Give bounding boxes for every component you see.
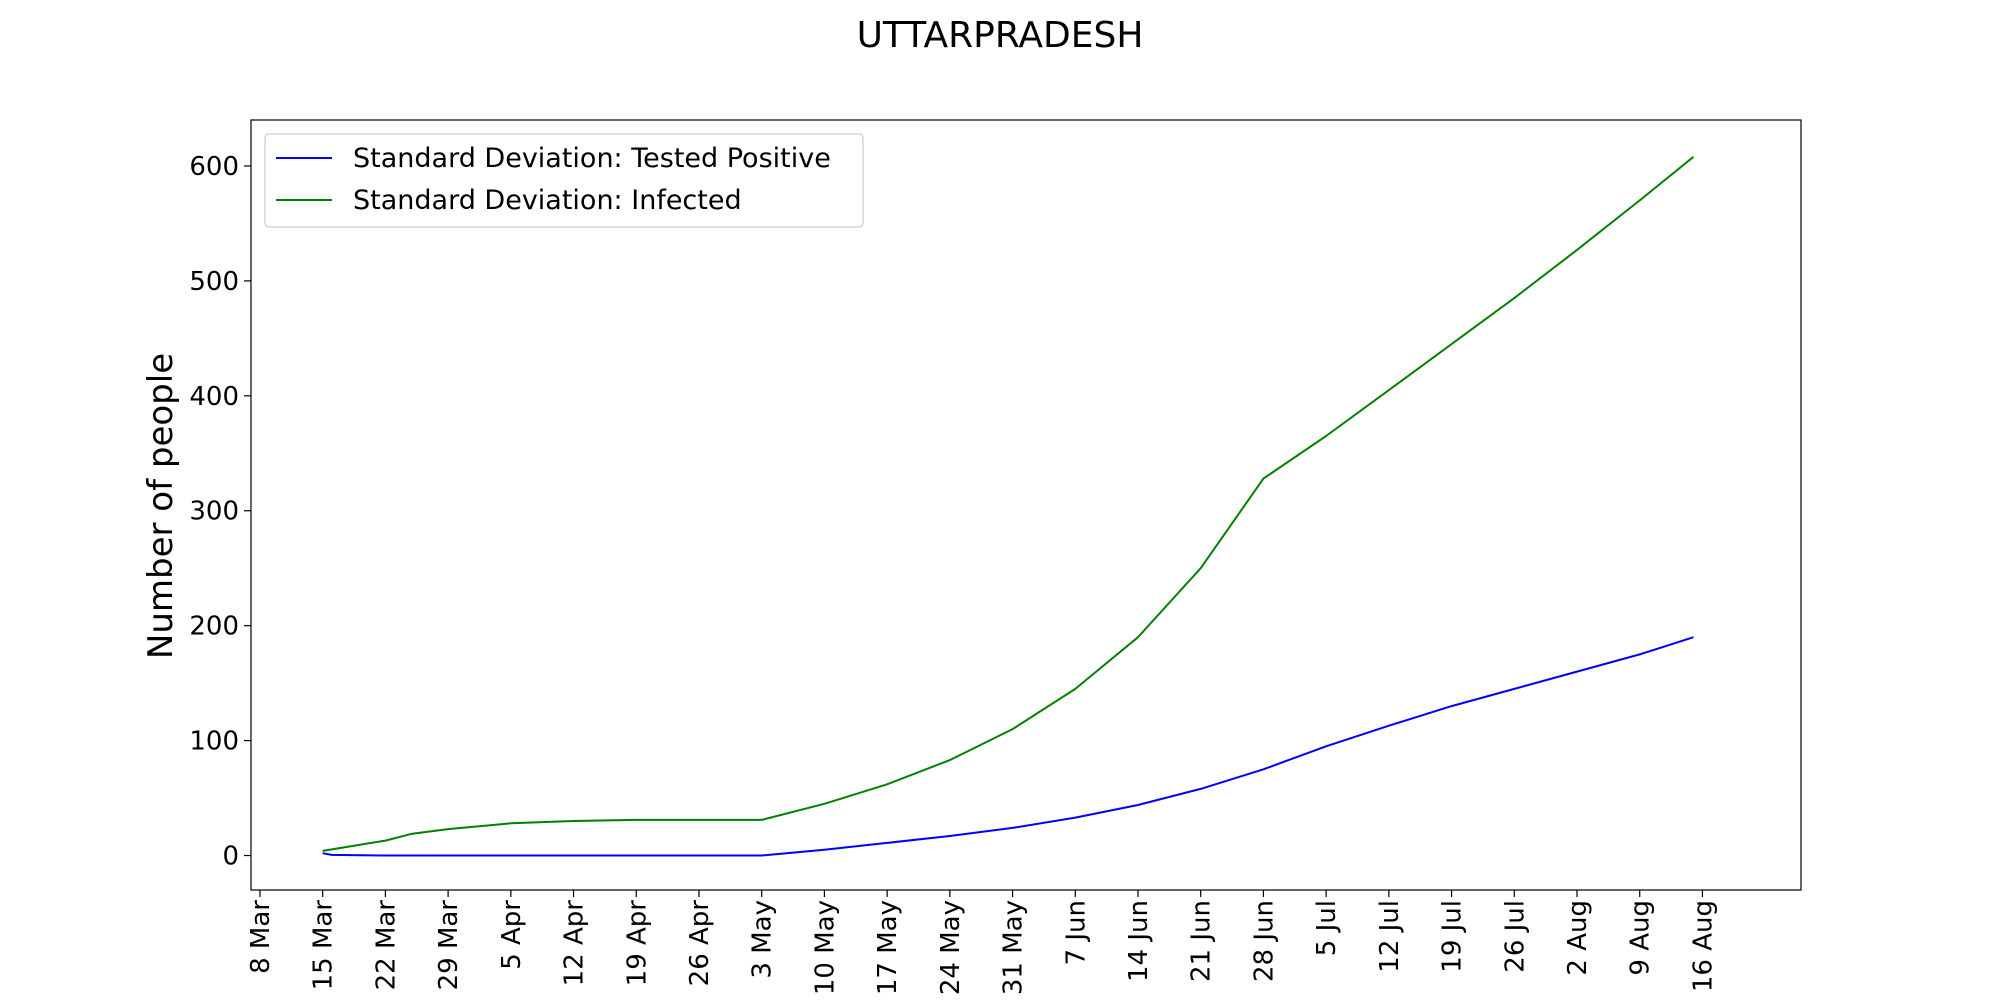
x-tick-label: 5 Jul <box>1312 900 1342 956</box>
x-tick-label: 5 Apr <box>497 900 527 970</box>
x-tick-label: 8 Mar <box>246 900 276 974</box>
x-tick-label: 22 Mar <box>371 900 401 991</box>
x-tick-label: 17 May <box>873 900 903 995</box>
y-tick-label: 0 <box>222 842 239 872</box>
legend-label: Standard Deviation: Infected <box>353 185 742 216</box>
chart-title: UTTARPRADESH <box>857 15 1144 56</box>
x-tick-label: 19 Jul <box>1438 900 1468 973</box>
y-tick-label: 400 <box>189 382 239 412</box>
series-line-tested-positive <box>322 636 1694 857</box>
x-axis: 8 Mar 15 Mar 22 Mar 29 Mar 5 Apr 12 Apr 19 Apr… <box>246 890 1718 995</box>
x-tick-label: 12 Jul <box>1375 900 1405 973</box>
x-tick-label: 21 Jun <box>1187 900 1217 982</box>
x-tick-label: 28 Jun <box>1249 900 1279 982</box>
legend-box <box>264 133 864 228</box>
x-tick-label: 31 May <box>999 900 1029 995</box>
y-tick-label: 300 <box>189 497 239 527</box>
series-layer <box>322 156 1695 857</box>
legend: Standard Deviation: Tested Positive Stand… <box>264 133 864 228</box>
legend-label: Standard Deviation: Tested Positive <box>353 143 831 174</box>
x-tick-label: 2 Aug <box>1563 900 1593 976</box>
x-tick-label: 19 Apr <box>622 900 652 987</box>
x-tick-label: 24 May <box>936 900 966 995</box>
y-tick-label: 200 <box>189 612 239 642</box>
y-tick-label: 600 <box>189 152 239 182</box>
y-axis-label: Number of people <box>141 353 181 659</box>
x-tick-label: 26 Apr <box>685 900 715 987</box>
x-tick-label: 12 Apr <box>560 900 590 987</box>
x-tick-label: 7 Jun <box>1061 900 1091 965</box>
x-tick-label: 14 Jun <box>1124 900 1154 982</box>
y-axis: 0 100 200 300 400 500 600 <box>189 152 251 872</box>
x-tick-label: 9 Aug <box>1626 900 1656 976</box>
x-tick-label: 26 Jul <box>1500 900 1530 973</box>
x-tick-label: 29 Mar <box>434 900 464 991</box>
y-tick-label: 100 <box>189 727 239 757</box>
plot-area-frame <box>250 119 1802 891</box>
x-tick-label: 16 Aug <box>1688 900 1718 992</box>
x-tick-label: 3 May <box>748 900 778 979</box>
x-tick-label: 10 May <box>810 900 840 995</box>
x-tick-label: 15 Mar <box>309 900 339 991</box>
y-tick-label: 500 <box>189 267 239 297</box>
series-line-infected <box>322 156 1695 852</box>
